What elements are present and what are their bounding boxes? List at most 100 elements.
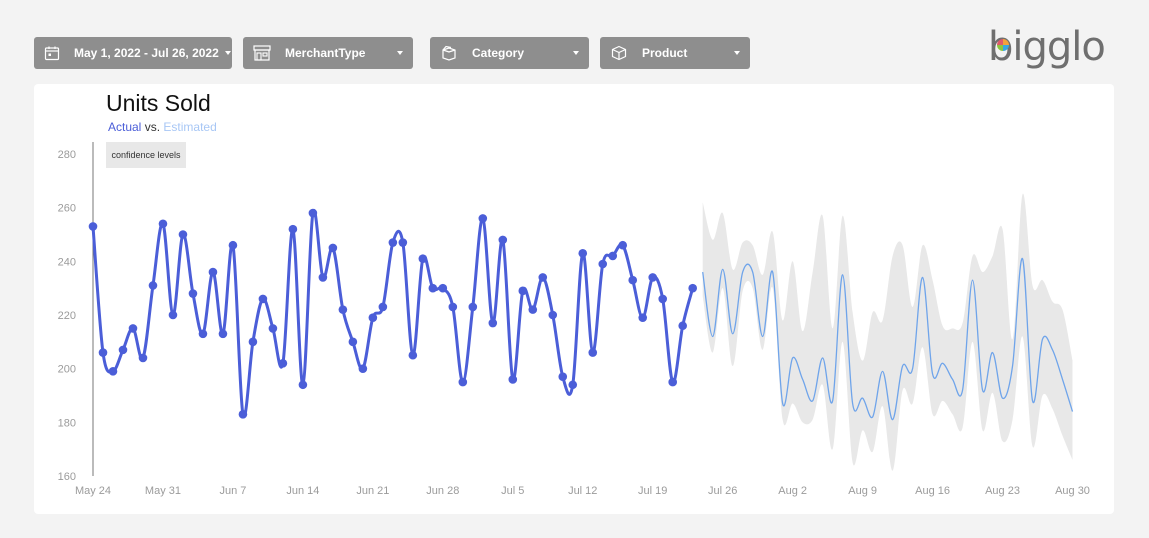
box-open-icon xyxy=(440,44,458,62)
x-tick-label: Jul 5 xyxy=(501,485,524,497)
actual-point[interactable] xyxy=(168,310,178,320)
actual-point[interactable] xyxy=(528,305,538,314)
actual-point[interactable] xyxy=(628,275,638,285)
x-tick-label: Jun 7 xyxy=(219,485,246,497)
actual-point[interactable] xyxy=(468,302,478,312)
actual-point[interactable] xyxy=(108,367,118,376)
x-tick-label: Aug 30 xyxy=(1055,485,1090,497)
x-tick-label: Jul 12 xyxy=(568,485,597,497)
x-tick-label: Aug 16 xyxy=(915,485,950,497)
actual-point[interactable] xyxy=(408,350,418,360)
actual-point[interactable] xyxy=(138,353,148,363)
actual-point[interactable] xyxy=(368,313,378,322)
y-tick-label: 280 xyxy=(58,149,76,161)
confidence-levels-annotation[interactable]: confidence levels xyxy=(106,142,186,168)
product-filter[interactable]: Product xyxy=(600,37,750,69)
actual-point[interactable] xyxy=(638,313,648,322)
date-range-filter[interactable]: May 1, 2022 - Jul 26, 2022 xyxy=(34,37,232,69)
actual-point[interactable] xyxy=(668,377,678,387)
legend-actual: Actual xyxy=(108,120,142,134)
actual-point[interactable] xyxy=(178,230,188,239)
chart-subtitle: Actual vs. Estimated xyxy=(108,120,217,134)
x-tick-label: Aug 23 xyxy=(985,485,1020,497)
actual-point[interactable] xyxy=(658,294,668,304)
actual-point[interactable] xyxy=(238,409,248,419)
actual-point[interactable] xyxy=(508,375,518,384)
actual-series-line xyxy=(91,208,695,419)
x-tick-label: May 24 xyxy=(75,485,111,497)
actual-point[interactable] xyxy=(438,283,448,293)
date-range-label: May 1, 2022 - Jul 26, 2022 xyxy=(74,46,219,60)
y-tick-label: 180 xyxy=(58,417,76,429)
actual-point[interactable] xyxy=(548,310,558,320)
actual-point[interactable] xyxy=(648,273,658,282)
actual-point[interactable] xyxy=(98,348,108,357)
actual-point[interactable] xyxy=(418,254,428,263)
y-tick-label: 160 xyxy=(58,471,76,483)
actual-point[interactable] xyxy=(578,248,588,258)
actual-point[interactable] xyxy=(558,372,568,382)
actual-point[interactable] xyxy=(688,283,697,293)
actual-point[interactable] xyxy=(428,283,438,293)
actual-point[interactable] xyxy=(608,251,618,261)
actual-point[interactable] xyxy=(328,243,338,253)
actual-point[interactable] xyxy=(618,240,628,250)
x-tick-label: Jun 28 xyxy=(426,485,459,497)
actual-point[interactable] xyxy=(478,214,488,223)
actual-point[interactable] xyxy=(458,377,468,387)
legend-estimated: Estimated xyxy=(163,120,217,134)
actual-point[interactable] xyxy=(538,273,548,282)
actual-point[interactable] xyxy=(388,238,398,247)
x-tick-label: Jun 21 xyxy=(356,485,389,497)
actual-point[interactable] xyxy=(288,224,298,234)
actual-point[interactable] xyxy=(118,345,128,355)
confidence-band xyxy=(702,193,1073,471)
x-tick-label: May 31 xyxy=(145,485,181,497)
actual-point[interactable] xyxy=(258,294,268,304)
actual-point[interactable] xyxy=(188,289,198,298)
x-tick-label: Aug 9 xyxy=(848,485,877,497)
units-sold-chart-card: 160 180 200 220 240 260 280 May 24 May 31 Jun 7 J… xyxy=(34,84,1114,514)
actual-point[interactable] xyxy=(678,321,688,331)
units-sold-chart: 160 180 200 220 240 260 280 May 24 May 31 Jun 7 J… xyxy=(58,142,1090,497)
actual-point[interactable] xyxy=(338,305,348,314)
actual-point[interactable] xyxy=(298,380,308,390)
merchant-type-filter[interactable]: MerchantType xyxy=(243,37,413,69)
store-icon xyxy=(253,44,271,62)
actual-point[interactable] xyxy=(308,208,318,218)
category-label: Category xyxy=(472,46,525,60)
bigglo-logo: bigglo xyxy=(988,24,1108,74)
actual-point[interactable] xyxy=(248,337,258,347)
actual-point[interactable] xyxy=(598,259,608,269)
actual-point[interactable] xyxy=(518,286,528,296)
actual-point[interactable] xyxy=(398,238,408,247)
actual-point[interactable] xyxy=(348,337,358,347)
actual-point[interactable] xyxy=(358,364,368,373)
x-tick-label: Jun 14 xyxy=(286,485,319,497)
actual-point[interactable] xyxy=(268,324,278,333)
category-filter[interactable]: Category xyxy=(430,37,589,69)
actual-point[interactable] xyxy=(318,273,328,282)
actual-point[interactable] xyxy=(488,318,498,328)
actual-point[interactable] xyxy=(88,222,98,231)
actual-point[interactable] xyxy=(378,302,388,312)
chevron-down-icon xyxy=(734,51,740,55)
calendar-icon xyxy=(44,44,60,62)
merchant-type-label: MerchantType xyxy=(285,46,366,60)
actual-point[interactable] xyxy=(228,240,238,250)
actual-point[interactable] xyxy=(208,267,218,277)
product-label: Product xyxy=(642,46,688,60)
actual-point[interactable] xyxy=(158,219,168,229)
y-tick-label: 260 xyxy=(58,203,76,215)
chevron-down-icon xyxy=(397,51,403,55)
actual-point[interactable] xyxy=(278,359,288,368)
actual-point[interactable] xyxy=(148,281,158,290)
actual-point[interactable] xyxy=(128,324,138,333)
actual-point[interactable] xyxy=(498,235,508,245)
actual-point[interactable] xyxy=(568,380,578,390)
actual-point[interactable] xyxy=(198,329,208,339)
actual-point[interactable] xyxy=(588,348,598,357)
x-tick-label: Jul 19 xyxy=(638,485,667,497)
actual-point[interactable] xyxy=(218,329,228,339)
actual-point[interactable] xyxy=(448,302,458,312)
